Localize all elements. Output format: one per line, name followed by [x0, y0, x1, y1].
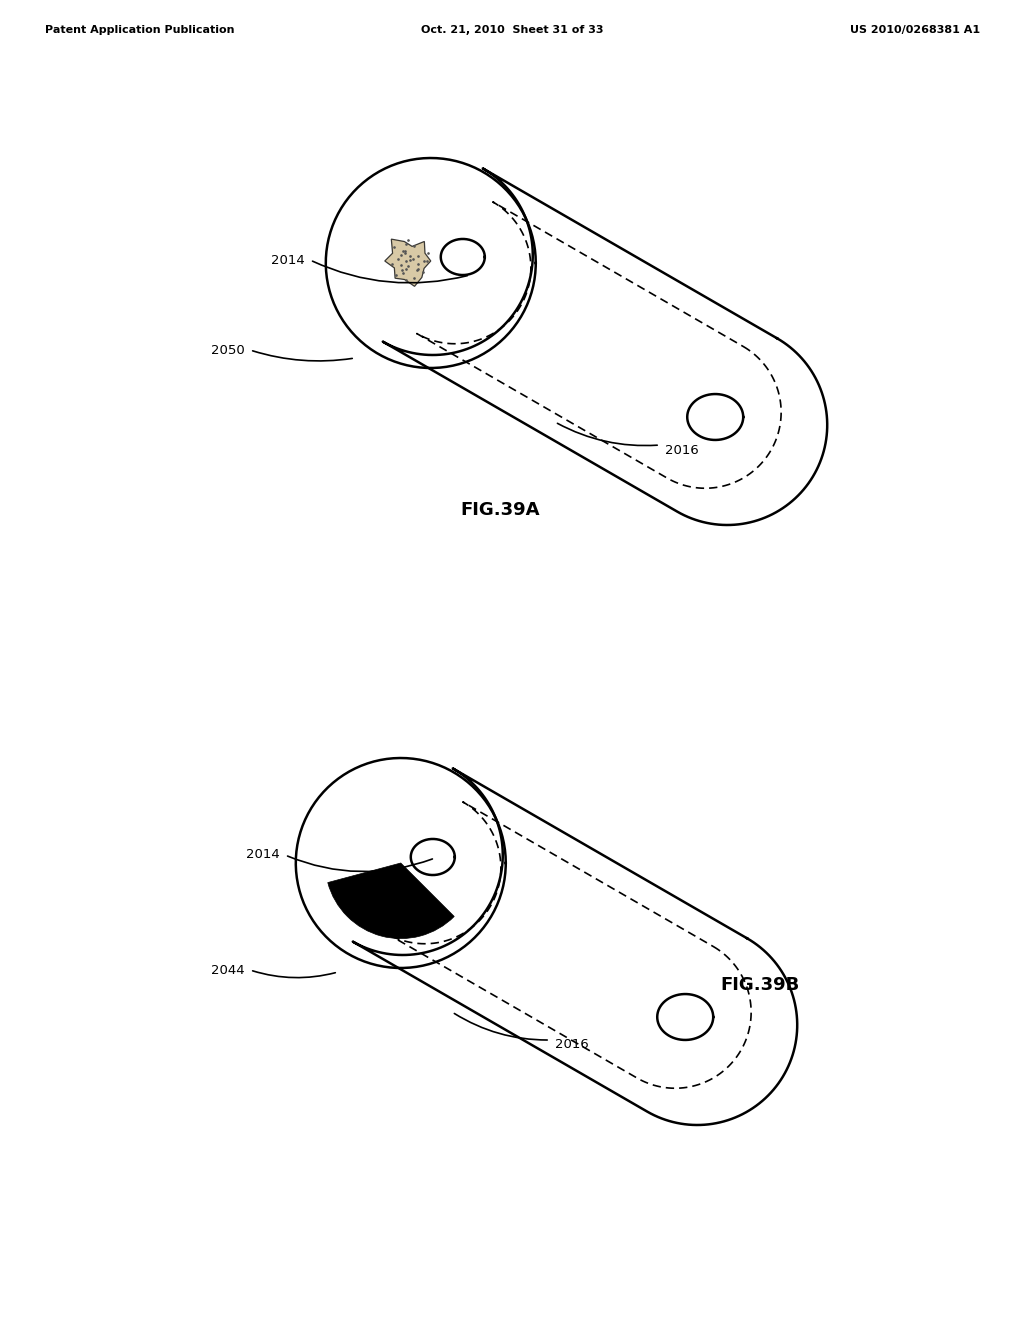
Text: 2016: 2016: [665, 444, 698, 457]
Wedge shape: [328, 863, 455, 939]
Text: 2016: 2016: [555, 1039, 589, 1052]
FancyArrowPatch shape: [253, 970, 335, 978]
FancyArrowPatch shape: [557, 424, 657, 446]
FancyArrowPatch shape: [253, 351, 352, 360]
Text: FIG.39A: FIG.39A: [460, 502, 540, 519]
FancyArrowPatch shape: [312, 261, 467, 282]
Text: 2014: 2014: [271, 253, 305, 267]
FancyArrowPatch shape: [288, 857, 432, 871]
Text: US 2010/0268381 A1: US 2010/0268381 A1: [850, 25, 980, 36]
Text: 2050: 2050: [211, 343, 245, 356]
Text: 2044: 2044: [211, 964, 245, 977]
FancyArrowPatch shape: [455, 1014, 547, 1040]
Text: Patent Application Publication: Patent Application Publication: [45, 25, 234, 36]
Text: Oct. 21, 2010  Sheet 31 of 33: Oct. 21, 2010 Sheet 31 of 33: [421, 25, 603, 36]
Polygon shape: [385, 239, 431, 286]
Text: 2014: 2014: [246, 849, 280, 862]
Text: FIG.39B: FIG.39B: [720, 975, 800, 994]
